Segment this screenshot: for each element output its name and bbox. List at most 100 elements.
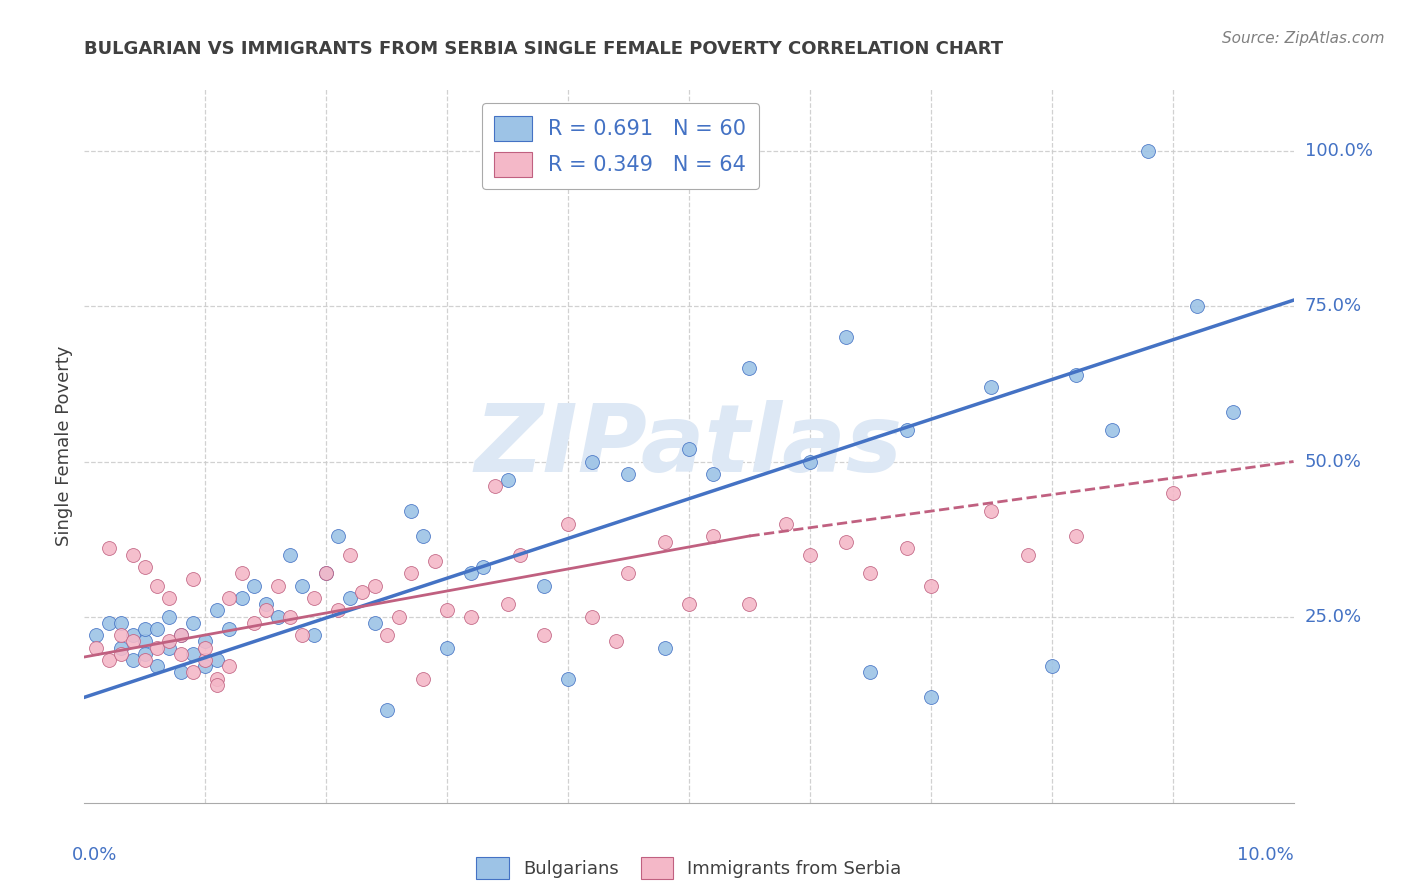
Point	[242, 615, 264, 630]
Point	[460, 609, 482, 624]
Point	[170, 628, 193, 642]
Point	[146, 622, 169, 636]
Text: 25.0%: 25.0%	[1305, 607, 1362, 625]
Point	[267, 609, 290, 624]
Point	[231, 566, 253, 581]
Point	[1137, 145, 1160, 159]
Point	[1064, 529, 1087, 543]
Point	[738, 597, 761, 611]
Point	[920, 690, 942, 705]
Text: ZIPatlas: ZIPatlas	[475, 400, 903, 492]
Point	[363, 615, 385, 630]
Point	[194, 634, 217, 648]
Point	[1017, 548, 1039, 562]
Point	[134, 653, 156, 667]
Point	[267, 579, 290, 593]
Point	[1185, 299, 1208, 313]
Point	[654, 640, 676, 655]
Point	[291, 579, 314, 593]
Point	[472, 560, 495, 574]
Point	[157, 591, 180, 605]
Point	[254, 597, 277, 611]
Point	[121, 548, 143, 562]
Point	[146, 579, 169, 593]
Point	[170, 647, 193, 661]
Point	[835, 330, 858, 344]
Point	[1064, 368, 1087, 382]
Point	[291, 628, 314, 642]
Text: BULGARIAN VS IMMIGRANTS FROM SERBIA SINGLE FEMALE POVERTY CORRELATION CHART: BULGARIAN VS IMMIGRANTS FROM SERBIA SING…	[84, 40, 1004, 58]
Point	[170, 665, 193, 680]
Point	[1040, 659, 1063, 673]
Point	[859, 665, 882, 680]
Point	[496, 473, 519, 487]
Point	[920, 579, 942, 593]
Point	[363, 579, 385, 593]
Point	[980, 504, 1002, 518]
Point	[399, 566, 422, 581]
Point	[134, 560, 156, 574]
Point	[302, 628, 325, 642]
Point	[678, 597, 700, 611]
Point	[121, 653, 143, 667]
Point	[1161, 485, 1184, 500]
Point	[775, 516, 797, 531]
Text: 0.0%: 0.0%	[72, 847, 118, 864]
Point	[339, 591, 361, 605]
Point	[110, 640, 132, 655]
Text: 75.0%: 75.0%	[1305, 297, 1362, 316]
Point	[436, 603, 458, 617]
Point	[157, 634, 180, 648]
Point	[110, 628, 132, 642]
Point	[278, 548, 301, 562]
Point	[557, 672, 579, 686]
Point	[738, 361, 761, 376]
Point	[181, 573, 204, 587]
Point	[121, 634, 143, 648]
Point	[242, 579, 264, 593]
Point	[218, 659, 240, 673]
Point	[278, 609, 301, 624]
Text: Source: ZipAtlas.com: Source: ZipAtlas.com	[1222, 31, 1385, 46]
Point	[1222, 405, 1244, 419]
Point	[194, 659, 217, 673]
Point	[97, 615, 120, 630]
Text: 50.0%: 50.0%	[1305, 452, 1361, 470]
Point	[581, 609, 603, 624]
Point	[328, 603, 350, 617]
Point	[581, 454, 603, 468]
Point	[799, 454, 821, 468]
Point	[97, 653, 120, 667]
Point	[859, 566, 882, 581]
Point	[617, 566, 640, 581]
Point	[110, 647, 132, 661]
Point	[181, 615, 204, 630]
Point	[110, 615, 132, 630]
Point	[412, 672, 434, 686]
Legend: Bulgarians, Immigrants from Serbia: Bulgarians, Immigrants from Serbia	[470, 850, 908, 887]
Point	[654, 535, 676, 549]
Point	[181, 665, 204, 680]
Point	[605, 634, 627, 648]
Point	[702, 529, 724, 543]
Point	[678, 442, 700, 456]
Text: 10.0%: 10.0%	[1237, 847, 1294, 864]
Point	[97, 541, 120, 556]
Point	[157, 640, 180, 655]
Point	[412, 529, 434, 543]
Point	[315, 566, 337, 581]
Point	[533, 628, 555, 642]
Point	[207, 678, 229, 692]
Point	[460, 566, 482, 581]
Point	[194, 640, 217, 655]
Point	[496, 597, 519, 611]
Point	[896, 541, 918, 556]
Point	[388, 609, 411, 624]
Y-axis label: Single Female Poverty: Single Female Poverty	[55, 346, 73, 546]
Point	[134, 634, 156, 648]
Point	[207, 672, 229, 686]
Point	[328, 529, 350, 543]
Point	[436, 640, 458, 655]
Point	[86, 628, 108, 642]
Text: 100.0%: 100.0%	[1305, 142, 1372, 161]
